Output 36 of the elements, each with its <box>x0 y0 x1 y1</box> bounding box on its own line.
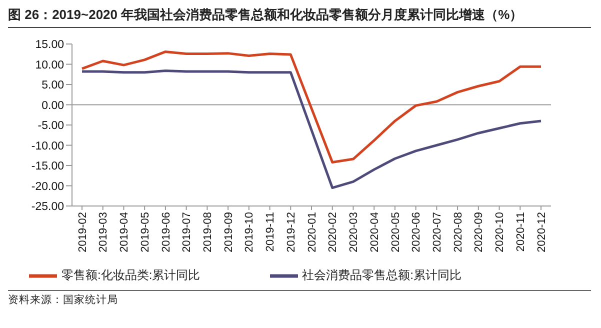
x-tick-label: 2020-07 <box>431 212 444 252</box>
legend-label: 社会消费品零售总额:累计同比 <box>302 268 462 282</box>
x-tick-label: 2020-06 <box>410 212 423 252</box>
x-tick-label: 2019-03 <box>98 212 110 252</box>
y-tick-label: -5.00 <box>38 120 64 132</box>
x-tick-label: 2019-08 <box>202 212 214 252</box>
x-tick-label: 2020-04 <box>368 212 381 252</box>
x-tick-label: 2020-01 <box>306 212 318 252</box>
y-tick-label: 10.00 <box>35 59 64 72</box>
x-tick-label: 2019-12 <box>285 212 298 252</box>
y-tick-label: 15.00 <box>35 39 64 52</box>
y-tick-label: -10.00 <box>31 140 64 152</box>
y-tick-label: -20.00 <box>31 180 64 193</box>
x-tick-label: 2020-12 <box>536 212 548 252</box>
x-tick-label: 2019-05 <box>139 212 152 252</box>
x-tick-label: 2019-06 <box>160 212 172 252</box>
x-tick-label: 2020-11 <box>514 212 527 252</box>
y-tick-label: 0.00 <box>42 100 64 112</box>
x-tick-label: 2020-08 <box>452 212 464 252</box>
x-tick-label: 2019-10 <box>244 212 256 252</box>
x-tick-label: 2020-02 <box>327 212 340 252</box>
text: 资料来源：国家统计局 <box>8 293 591 307</box>
x-tick-label: 2020-03 <box>348 212 360 252</box>
x-tick-label: 2020-09 <box>473 212 486 252</box>
x-tick-label: 2019-04 <box>118 212 131 252</box>
y-tick-label: -15.00 <box>31 160 64 173</box>
x-tick-label: 2020-05 <box>390 212 402 252</box>
chart-title: 图 26：2019~2020 年我国社会消费品零售总额和化妆品零售额分月度累计同比增速（%） <box>8 6 591 28</box>
x-tick-label: 2019-02 <box>76 212 89 252</box>
x-tick-label: 2019-07 <box>181 212 194 252</box>
x-tick-label: 2020-10 <box>494 212 506 252</box>
legend-label: 零售额:化妆品类:累计同比 <box>61 268 200 282</box>
y-tick-label: 5.00 <box>42 80 64 92</box>
x-tick-label: 2019-11 <box>264 212 277 252</box>
x-tick-label: 2019-09 <box>222 212 235 252</box>
y-tick-label: -25.00 <box>31 201 64 214</box>
